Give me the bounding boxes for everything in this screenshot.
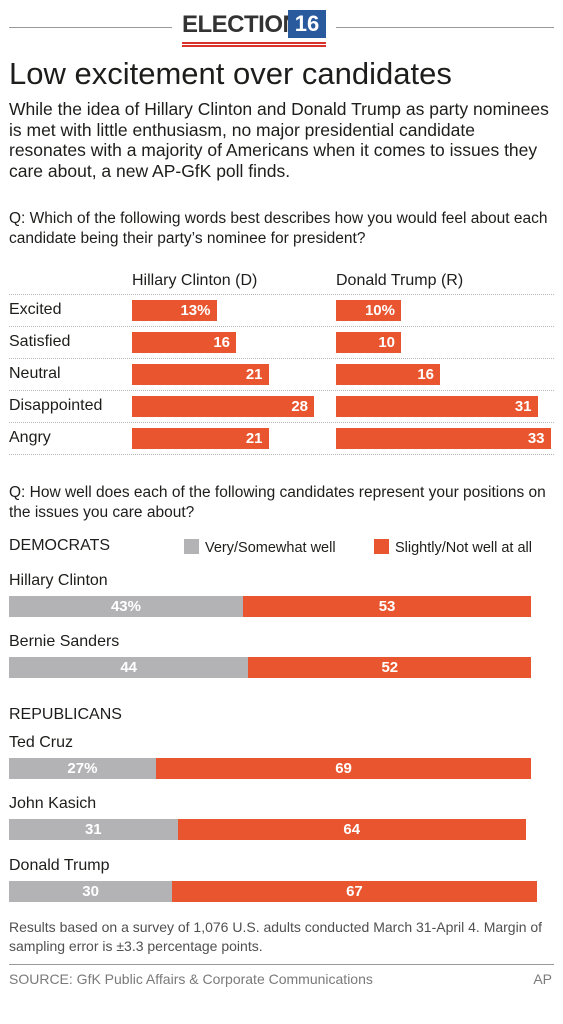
footer-rule xyxy=(9,964,554,965)
question-1: Q: Which of the following words best des… xyxy=(9,210,548,247)
bar-not-well-hillary-clinton: 53 xyxy=(242,596,532,617)
bar-value-label: 21 xyxy=(245,366,263,383)
row-divider xyxy=(9,390,554,391)
column-header-clinton: Hillary Clinton (D) xyxy=(132,272,258,289)
legend-item-not-well: Slightly/Not well at all xyxy=(374,539,532,556)
bar-well-ted-cruz: 27% xyxy=(9,758,156,779)
bar-value-label: 31 xyxy=(84,821,102,838)
ap-credit: AP xyxy=(533,971,552,987)
candidate-label-hillary-clinton: Hillary Clinton xyxy=(9,572,108,589)
section-republicans: REPUBLICANS xyxy=(9,706,122,723)
legend-item-well: Very/Somewhat well xyxy=(184,539,336,556)
bar-well-john-kasich: 31 xyxy=(9,819,178,840)
row-label-disappointed: Disappointed xyxy=(9,397,103,414)
bar-value-label: 52 xyxy=(381,659,399,676)
bar-value-label: 16 xyxy=(417,366,434,383)
legend-label-not-well: Slightly/Not well at all xyxy=(395,540,532,556)
column-header-trump: Donald Trump (R) xyxy=(336,272,464,289)
bar-well-hillary-clinton: 43% xyxy=(9,596,243,617)
section-democrats: DEMOCRATS xyxy=(9,537,111,554)
candidate-label-john-kasich: John Kasich xyxy=(9,795,97,812)
candidate-label-donald-trump: Donald Trump xyxy=(9,857,110,874)
bar-value-label: 69 xyxy=(335,760,352,777)
bar-trump-angry: 33 xyxy=(336,428,551,449)
bar-value-label: 43% xyxy=(110,598,141,615)
bar-clinton-neutral: 21 xyxy=(132,364,269,385)
bar-value-label: 30 xyxy=(82,883,99,900)
bar-trump-excited: 10% xyxy=(336,300,401,321)
bar-value-label: 28 xyxy=(291,398,308,415)
header-rule-left xyxy=(9,27,172,28)
page-title: Low excitement over candidates xyxy=(9,56,452,91)
bar-value-label: 10% xyxy=(364,302,395,319)
row-label-satisfied: Satisfied xyxy=(9,333,71,350)
row-divider xyxy=(9,326,554,327)
flag-stripes xyxy=(182,42,326,48)
bar-value-label: 21 xyxy=(245,430,263,447)
bar-trump-satisfied: 10 xyxy=(336,332,401,353)
bar-clinton-satisfied: 16 xyxy=(132,332,236,353)
bar-not-well-john-kasich: 64 xyxy=(177,819,526,840)
source-line: SOURCE: GfK Public Affairs & Corporate C… xyxy=(9,971,373,987)
header-rule-right xyxy=(336,27,554,28)
legend-swatch-gray xyxy=(184,539,199,554)
candidate-label-ted-cruz: Ted Cruz xyxy=(9,734,74,751)
row-divider xyxy=(9,358,554,359)
bar-clinton-disappointed: 28 xyxy=(132,396,314,417)
candidate-label-bernie-sanders: Bernie Sanders xyxy=(9,633,120,650)
bar-well-bernie-sanders: 44 xyxy=(9,657,249,678)
row-divider xyxy=(9,422,554,423)
bar-trump-disappointed: 31 xyxy=(336,396,538,417)
election-number: 16 xyxy=(288,10,326,38)
election-word: ELECTION xyxy=(182,11,300,38)
bar-value-label: 13% xyxy=(180,302,211,319)
legend-label-well: Very/Somewhat well xyxy=(205,540,336,556)
bar-value-label: 27% xyxy=(67,760,98,777)
row-label-excited: Excited xyxy=(9,301,62,318)
bar-not-well-bernie-sanders: 52 xyxy=(248,657,532,678)
bar-clinton-excited: 13% xyxy=(132,300,217,321)
row-divider xyxy=(9,294,554,295)
bar-value-label: 67 xyxy=(346,883,363,900)
bar-value-label: 53 xyxy=(378,598,396,615)
bar-value-label: 64 xyxy=(343,821,361,838)
bar-value-label: 33 xyxy=(527,430,545,447)
bar-clinton-angry: 21 xyxy=(132,428,269,449)
page-subtitle: While the idea of Hillary Clinton and Do… xyxy=(9,99,549,181)
bar-trump-neutral: 16 xyxy=(336,364,440,385)
question-2: Q: How well does each of the following c… xyxy=(9,484,546,521)
bar-not-well-donald-trump: 67 xyxy=(172,881,537,902)
bar-not-well-ted-cruz: 69 xyxy=(155,758,532,779)
bar-value-label: 16 xyxy=(213,334,230,351)
bar-value-label: 44 xyxy=(120,659,138,676)
bar-value-label: 10 xyxy=(378,334,395,351)
row-label-neutral: Neutral xyxy=(9,365,61,382)
bar-value-label: 31 xyxy=(514,398,532,415)
legend-swatch-orange xyxy=(374,539,389,554)
footnote: Results based on a survey of 1,076 U.S. … xyxy=(9,919,543,954)
bar-well-donald-trump: 30 xyxy=(9,881,173,902)
row-label-angry: Angry xyxy=(9,429,51,446)
row-divider xyxy=(9,454,554,455)
